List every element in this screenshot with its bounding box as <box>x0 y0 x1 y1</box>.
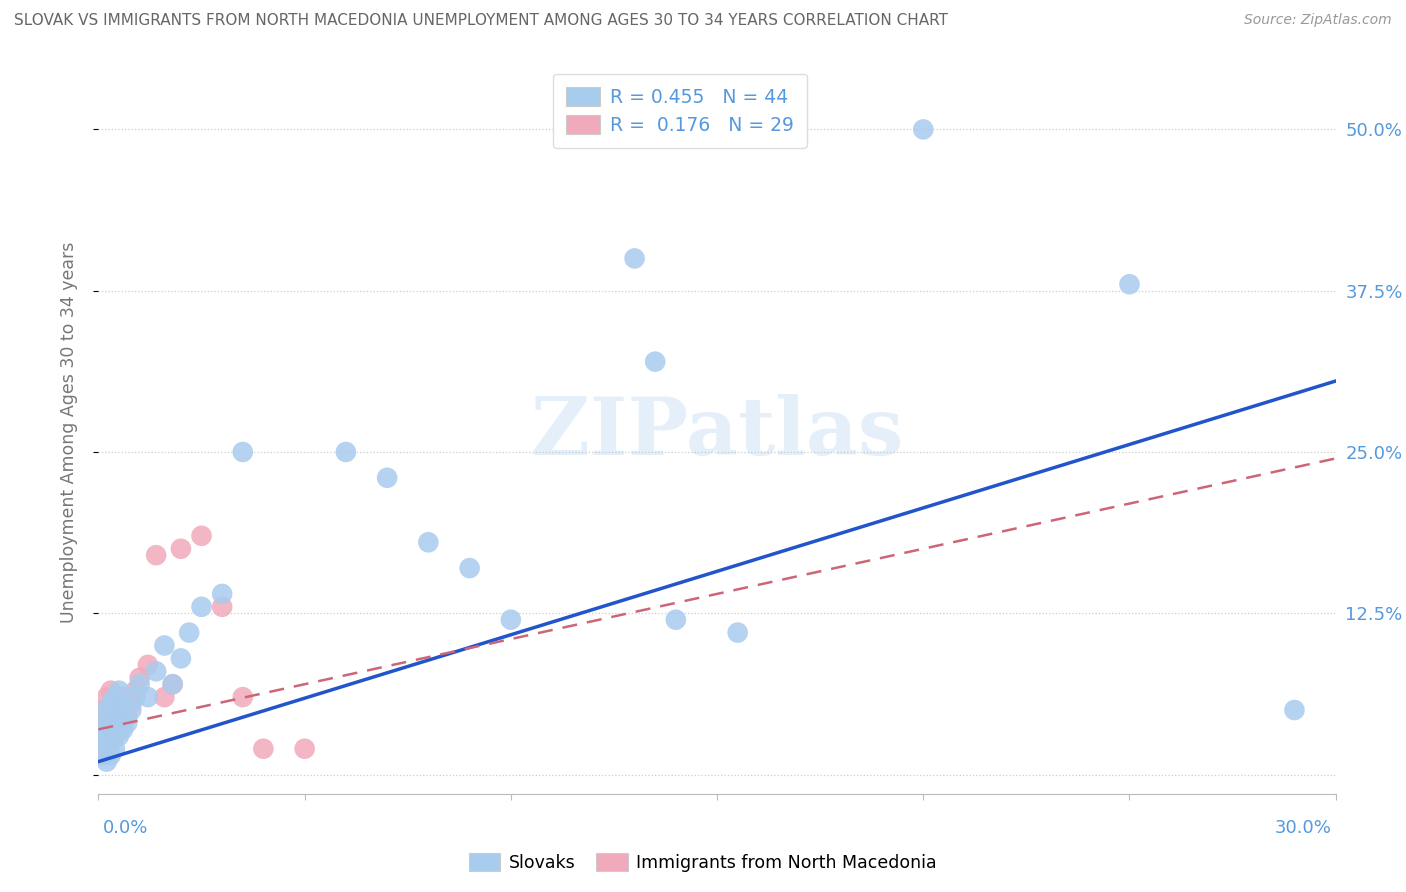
Point <box>136 657 159 672</box>
Point <box>108 683 131 698</box>
Point <box>117 715 139 730</box>
Point <box>104 715 127 730</box>
Point <box>1284 703 1306 717</box>
Point <box>190 529 212 543</box>
Point <box>232 690 254 705</box>
Point <box>145 548 167 562</box>
Point <box>91 748 114 763</box>
Legend: R = 0.455   N = 44, R =  0.176   N = 29: R = 0.455 N = 44, R = 0.176 N = 29 <box>554 73 807 148</box>
Point <box>162 677 184 691</box>
Point <box>170 651 193 665</box>
Y-axis label: Unemployment Among Ages 30 to 34 years: Unemployment Among Ages 30 to 34 years <box>59 242 77 624</box>
Point <box>100 729 122 743</box>
Text: 30.0%: 30.0% <box>1275 819 1331 837</box>
Point <box>124 683 146 698</box>
Point <box>170 541 193 556</box>
Point <box>644 354 666 368</box>
Point <box>162 677 184 691</box>
Point <box>153 690 176 705</box>
Point <box>112 690 135 705</box>
Point <box>190 599 212 614</box>
Point <box>100 735 122 749</box>
Point <box>96 723 118 737</box>
Point <box>458 561 481 575</box>
Point <box>128 671 150 685</box>
Point <box>108 723 131 737</box>
Point <box>112 715 135 730</box>
Point <box>418 535 440 549</box>
Point <box>128 677 150 691</box>
Point <box>912 122 935 136</box>
Point <box>727 625 749 640</box>
Point <box>91 715 114 730</box>
Point <box>623 252 645 266</box>
Text: ZIPatlas: ZIPatlas <box>531 393 903 472</box>
Point <box>179 625 201 640</box>
Point <box>104 690 127 705</box>
Point <box>232 445 254 459</box>
Point <box>100 709 122 723</box>
Point <box>665 613 688 627</box>
Point <box>145 665 167 679</box>
Point <box>294 741 316 756</box>
Point <box>96 741 118 756</box>
Point <box>117 709 139 723</box>
Point <box>96 690 118 705</box>
Point <box>108 729 131 743</box>
Point <box>96 755 118 769</box>
Point <box>499 613 522 627</box>
Point <box>96 735 118 749</box>
Point <box>104 741 127 756</box>
Point <box>91 729 114 743</box>
Point <box>153 639 176 653</box>
Point <box>136 690 159 705</box>
Point <box>108 697 131 711</box>
Point <box>96 703 118 717</box>
Point <box>124 690 146 705</box>
Point <box>120 703 142 717</box>
Point <box>112 723 135 737</box>
Point <box>104 703 127 717</box>
Point <box>100 683 122 698</box>
Point <box>108 709 131 723</box>
Point <box>91 703 114 717</box>
Legend: Slovaks, Immigrants from North Macedonia: Slovaks, Immigrants from North Macedonia <box>463 847 943 879</box>
Text: SLOVAK VS IMMIGRANTS FROM NORTH MACEDONIA UNEMPLOYMENT AMONG AGES 30 TO 34 YEARS: SLOVAK VS IMMIGRANTS FROM NORTH MACEDONI… <box>14 13 948 29</box>
Point <box>1118 277 1140 292</box>
Point <box>91 729 114 743</box>
Point <box>211 599 233 614</box>
Text: 0.0%: 0.0% <box>103 819 148 837</box>
Point <box>112 697 135 711</box>
Point <box>335 445 357 459</box>
Point <box>104 729 127 743</box>
Point <box>96 715 118 730</box>
Point <box>252 741 274 756</box>
Point <box>100 709 122 723</box>
Point <box>211 587 233 601</box>
Point <box>100 748 122 763</box>
Point <box>120 697 142 711</box>
Point <box>100 697 122 711</box>
Point <box>91 741 114 756</box>
Text: Source: ZipAtlas.com: Source: ZipAtlas.com <box>1244 13 1392 28</box>
Point <box>375 471 398 485</box>
